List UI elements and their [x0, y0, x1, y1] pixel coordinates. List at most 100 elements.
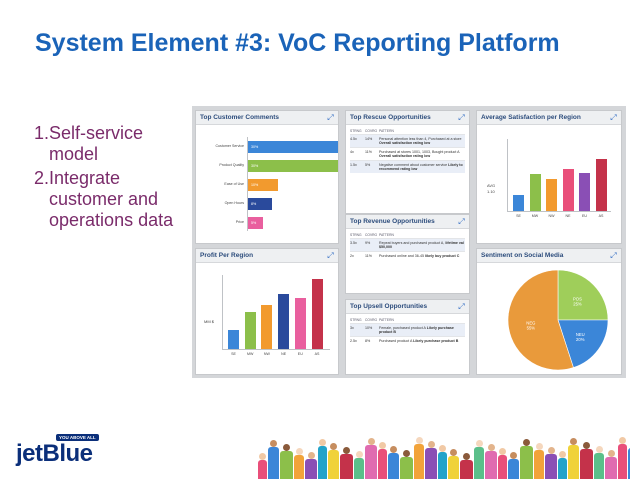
rescue-title: Top Rescue Opportunities — [346, 111, 469, 125]
region-bar — [228, 329, 239, 349]
table-row: 4x 11% Purchased at stores 1001, 1003, Bou… — [350, 147, 465, 160]
pattern-text: Purchased at stores 1001, 1003, Bought p… — [379, 150, 460, 154]
bullet-text: Integrate customer and operations data — [49, 168, 174, 230]
crowd-person — [618, 444, 627, 479]
avg-label: AVG — [487, 183, 496, 188]
pie-slice-pos — [557, 269, 609, 321]
crowd-person — [294, 455, 304, 479]
crowd-person — [545, 454, 557, 479]
expand-icon[interactable]: ⤢ — [458, 302, 465, 311]
satisfaction-chart: SE MW NW NE EU AS — [507, 139, 611, 221]
region-bar — [244, 312, 256, 349]
table-row: 4.5x 14% Personal attention less than 4, P… — [350, 134, 465, 147]
x-axis — [222, 349, 330, 350]
crowd-head — [607, 450, 615, 457]
slice-percent: 55% — [527, 325, 536, 330]
crowd-person — [580, 449, 593, 479]
region-bar — [579, 172, 590, 211]
table-header: STRNG COVRG PATTERN — [350, 129, 465, 134]
satisfaction-title: Average Satisfaction per Region — [477, 111, 621, 125]
satisfaction-panel: Average Satisfaction per Region ⤢ AVG 1.… — [476, 110, 622, 244]
x-axis — [507, 211, 611, 212]
header-pattern: PATTERN — [379, 233, 394, 237]
region-tick: MW — [531, 214, 539, 218]
region-tick: MW — [246, 352, 254, 356]
expand-icon[interactable]: ⤢ — [327, 251, 334, 260]
crowd-person — [498, 455, 507, 479]
crowd-head — [510, 452, 517, 459]
expand-icon[interactable]: ⤢ — [327, 113, 334, 122]
region-tick: NW — [548, 214, 555, 218]
crowd-head — [427, 441, 435, 448]
crowd-head — [343, 447, 350, 454]
profit-chart: SE MW NW NE EU AS — [222, 275, 330, 359]
header-strength: STRNG — [350, 233, 362, 237]
avg-legend: AVG 1.10 — [487, 183, 495, 195]
rescue-panel: Top Rescue Opportunities ⤢ STRNG COVRG P… — [345, 110, 470, 214]
table-row: 1.5x 5% Negative comment about customer se… — [350, 160, 465, 173]
crowd-person — [520, 446, 533, 479]
pattern-emphasis: lifetime val $50,000 — [379, 241, 464, 249]
expand-icon[interactable]: ⤢ — [458, 217, 465, 226]
pie-slice-neg — [507, 269, 574, 371]
crowd-head — [559, 451, 566, 458]
crowd-person — [378, 449, 387, 479]
crowd-person — [340, 454, 353, 479]
pattern-cell: Purchased product A Likely purchase prod… — [379, 339, 465, 343]
region-bar — [529, 173, 541, 211]
coverage-cell: 5% — [365, 163, 371, 167]
region-tick: NW — [263, 352, 270, 356]
crowd-person — [485, 451, 497, 479]
header-pattern: PATTERN — [379, 318, 394, 322]
crowd-person — [365, 445, 377, 479]
pattern-emphasis: Overall satisfaction rating low — [379, 141, 431, 145]
strength-cell: 2.5x — [350, 339, 357, 343]
sentiment-title: Sentiment on Social Media — [477, 249, 621, 263]
strength-cell: 3x — [350, 326, 354, 330]
bullet-list: 1. Self-service model 2. Integrate custo… — [34, 123, 184, 234]
slice-label: NEU — [576, 332, 585, 337]
region-tick: EU — [297, 352, 303, 356]
profit-title: Profit Per Region — [196, 249, 338, 263]
rescue-table: STRNG COVRG PATTERN 4.5x 14% Personal atte… — [350, 129, 465, 173]
comment-label: Price — [235, 220, 244, 224]
crowd-head — [403, 450, 410, 457]
table-row: 2x 11% Purchased online and 36-45 likely b… — [350, 251, 465, 260]
region-bar — [562, 169, 574, 211]
crowd-head — [307, 452, 315, 459]
crowd-person — [594, 453, 604, 479]
crowd-person — [568, 445, 579, 479]
region-tick: SE — [516, 214, 521, 218]
bullet-item: 1. Self-service model — [34, 123, 184, 165]
crowd-head — [390, 446, 397, 453]
crowd-head — [487, 444, 495, 451]
crowd-person — [354, 458, 364, 479]
expand-icon[interactable]: ⤢ — [458, 113, 465, 122]
crowd-person — [558, 458, 567, 479]
comments-panel: Top Customer Comments ⤢ Customer Service… — [195, 110, 339, 244]
upsell-panel: Top Upsell Opportunities ⤢ STRNG COVRG P… — [345, 299, 470, 375]
crowd-person — [414, 444, 424, 479]
pattern-text: Purchased online and 36-45 — [379, 254, 425, 258]
revenue-table: STRNG COVRG PATTERN 3.5x 9% Repeat buyers … — [350, 233, 465, 260]
crowd-person — [460, 460, 473, 479]
crowd-person — [268, 447, 279, 479]
pattern-cell: Repeat buyers and purchased product A, l… — [379, 241, 465, 249]
header-coverage: COVRG — [365, 318, 378, 322]
expand-icon[interactable]: ⤢ — [610, 113, 617, 122]
expand-icon[interactable]: ⤢ — [610, 251, 617, 260]
header-strength: STRNG — [350, 318, 362, 322]
pattern-emphasis: Likely purchase product B — [379, 326, 454, 334]
coverage-cell: 11% — [365, 254, 372, 258]
crowd-person — [328, 450, 339, 479]
y-axis — [222, 275, 223, 349]
comment-label: Open Hours — [224, 201, 244, 205]
region-tick: AS — [314, 352, 320, 356]
comments-title: Top Customer Comments — [196, 111, 338, 125]
pattern-emphasis: likely buy product C — [424, 254, 460, 258]
region-tick: NE — [281, 352, 287, 356]
slice-label: POS — [573, 297, 582, 302]
crowd-head — [355, 451, 363, 458]
pattern-text: Personal attention less than 4, Purchase… — [379, 137, 462, 141]
table-row: 2.5x 8% Purchased product A Likely purchas… — [350, 336, 465, 345]
